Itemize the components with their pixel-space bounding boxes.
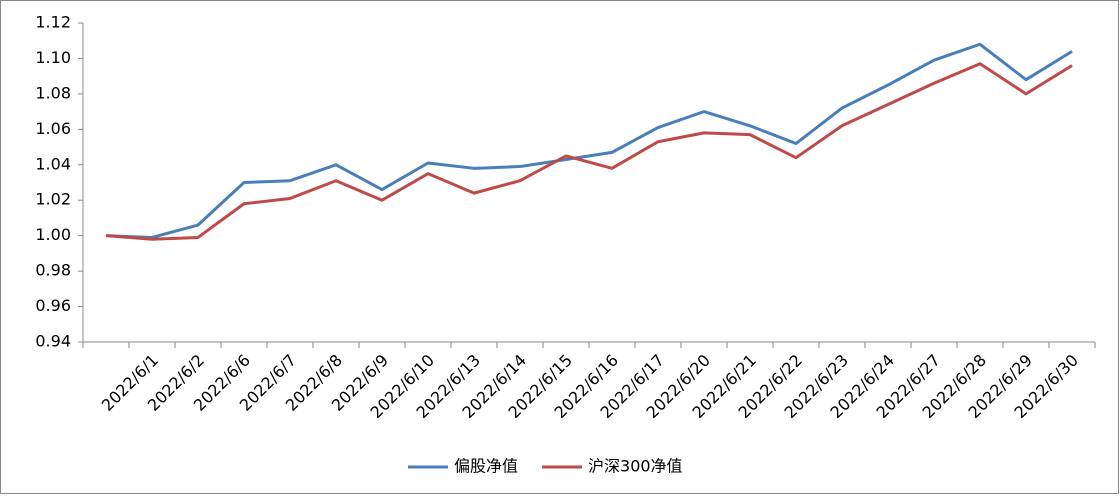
series-line [105, 62, 1073, 241]
legend-label: 偏股净值 [454, 457, 518, 476]
y-tick-label: 1.08 [35, 83, 71, 102]
y-tick-label: 1.00 [35, 225, 71, 244]
y-tick-label: 1.04 [35, 154, 71, 173]
y-tick-label: 1.12 [35, 13, 71, 32]
y-tick-label: 0.98 [35, 261, 71, 280]
y-tick-label: 1.06 [35, 119, 71, 138]
y-tick-label: 1.10 [35, 48, 71, 67]
legend-label: 沪深300净值 [588, 457, 683, 476]
series-line [105, 42, 1073, 239]
y-tick-label: 1.02 [35, 190, 71, 209]
y-tick-label: 0.96 [35, 296, 71, 315]
y-tick-label: 0.94 [35, 332, 71, 351]
